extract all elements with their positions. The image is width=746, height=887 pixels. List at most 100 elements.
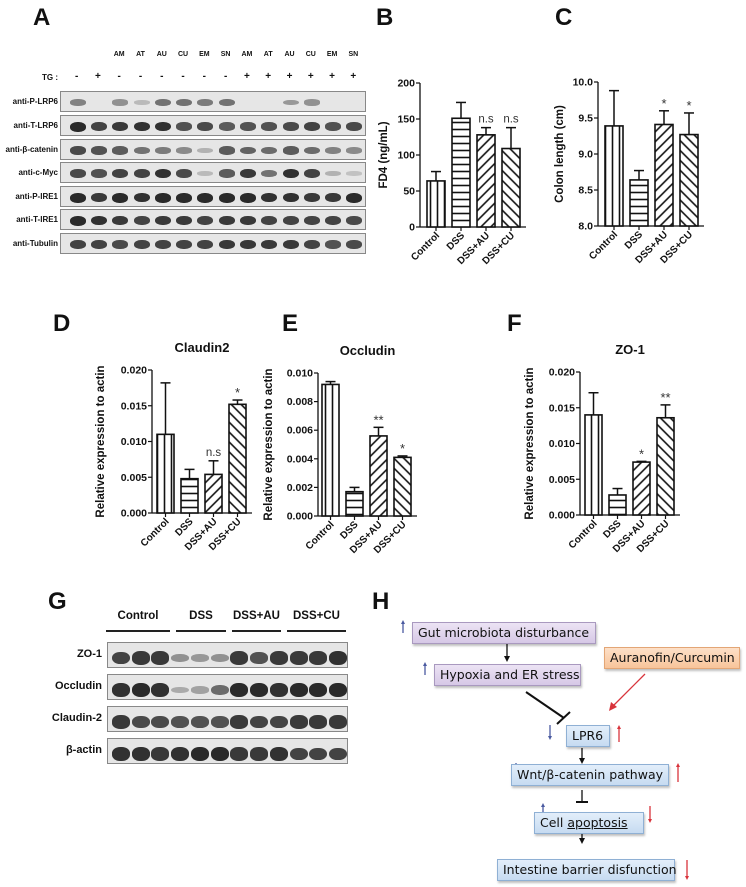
tg-sign: + bbox=[95, 71, 101, 82]
group-label: DSS+CU bbox=[293, 610, 340, 622]
blot-band bbox=[176, 122, 193, 131]
y-tick-label: 0.004 bbox=[287, 453, 313, 465]
y-tick-label: 0 bbox=[409, 222, 415, 234]
significance-label: n.s bbox=[503, 114, 519, 126]
y-tick-label: 0.006 bbox=[287, 425, 313, 437]
panel-label-c: C bbox=[555, 4, 573, 31]
blot-band bbox=[329, 651, 348, 665]
blot-band bbox=[303, 99, 320, 106]
blot-band bbox=[250, 652, 269, 664]
blot-band bbox=[111, 683, 130, 697]
x-tick-label: DSS bbox=[445, 230, 468, 253]
tg-sign: - bbox=[223, 71, 228, 82]
blot-row-label: anti-P-IRE1 bbox=[15, 192, 58, 201]
blot-band bbox=[69, 146, 86, 155]
y-axis-label: FD4 (ng/mL) bbox=[378, 121, 390, 188]
lane-header: CU bbox=[305, 51, 316, 58]
blot-band bbox=[289, 715, 308, 729]
panel-label-d: D bbox=[53, 310, 71, 337]
lane-header: AM bbox=[241, 51, 253, 58]
blot-band bbox=[176, 147, 193, 154]
node-gut-text: Gut microbiota disturbance bbox=[418, 625, 590, 640]
blot-band bbox=[303, 121, 320, 132]
blot-strip bbox=[60, 162, 366, 183]
blot-band bbox=[90, 121, 107, 132]
blot-band bbox=[346, 147, 363, 154]
panel-label-e: E bbox=[282, 310, 299, 337]
node-cell-apoptosis: Cell apoptosis bbox=[534, 812, 644, 834]
blot-band bbox=[289, 747, 308, 761]
x-tick-label: Control bbox=[304, 519, 337, 552]
blot-band bbox=[210, 684, 229, 696]
blot-band bbox=[176, 98, 193, 107]
blot-strip bbox=[107, 738, 348, 764]
blot-band bbox=[269, 651, 288, 665]
node-wnt-pathway: Wnt/β-catenin pathway bbox=[511, 764, 669, 786]
blot-band bbox=[190, 716, 209, 728]
blot-band bbox=[325, 240, 342, 249]
blot-band bbox=[171, 686, 190, 694]
blot-band bbox=[325, 192, 342, 203]
chart-title: Occludin bbox=[340, 343, 396, 358]
blot-band bbox=[230, 747, 249, 761]
blot-band bbox=[329, 747, 348, 761]
blot-band bbox=[230, 715, 249, 729]
blot-band bbox=[261, 192, 278, 203]
bar bbox=[604, 125, 624, 227]
blot-band bbox=[90, 215, 107, 226]
node-auranofin-curcumin: Auranofin/Curcumin bbox=[604, 647, 740, 669]
blot-row-label: anti-Tubulin bbox=[12, 239, 58, 248]
blot-band bbox=[250, 747, 269, 761]
blot-band bbox=[112, 215, 129, 226]
blot-band bbox=[151, 683, 170, 697]
blot-band bbox=[90, 192, 107, 203]
blot-band bbox=[154, 239, 171, 250]
blot-band bbox=[261, 239, 278, 250]
blot-band bbox=[218, 98, 235, 107]
x-tick-label: Control bbox=[567, 518, 600, 551]
y-axis-label: Colon length (cm) bbox=[554, 105, 566, 203]
blot-band bbox=[329, 715, 348, 729]
blot-band bbox=[309, 715, 328, 729]
y-tick-label: 0.015 bbox=[121, 400, 147, 412]
blot-band bbox=[210, 716, 229, 728]
bar bbox=[345, 490, 364, 517]
y-tick-label: 0.005 bbox=[549, 474, 575, 486]
blot-band bbox=[197, 148, 214, 153]
bar bbox=[584, 414, 603, 516]
blot-band bbox=[69, 99, 86, 106]
significance-label: ** bbox=[373, 412, 383, 427]
blot-band bbox=[133, 215, 150, 226]
blot-band bbox=[154, 168, 171, 179]
blot-band bbox=[282, 122, 299, 131]
blot-band bbox=[261, 122, 278, 131]
y-tick-label: 10.0 bbox=[573, 77, 594, 89]
y-tick-label: 0.010 bbox=[549, 438, 575, 450]
bar bbox=[656, 416, 675, 516]
blot-band bbox=[309, 683, 328, 697]
node-gut-microbiota: Gut microbiota disturbance bbox=[412, 622, 596, 644]
tg-sign: + bbox=[286, 71, 293, 82]
blot-band bbox=[90, 169, 107, 178]
lane-header: AT bbox=[136, 51, 145, 58]
blot-band bbox=[346, 171, 363, 176]
lane-header: CU bbox=[178, 51, 189, 58]
node-barrier-text: Intestine barrier disfunction bbox=[503, 862, 677, 877]
blot-band bbox=[269, 683, 288, 697]
blot-band bbox=[309, 651, 328, 665]
x-tick-label: Control bbox=[587, 229, 620, 262]
node-intestine-barrier: Intestine barrier disfunction bbox=[497, 859, 677, 881]
lane-header: AM bbox=[113, 51, 125, 58]
tg-sign: - bbox=[202, 71, 207, 82]
blot-band bbox=[218, 239, 235, 250]
blot-row-label: ZO-1 bbox=[76, 648, 102, 660]
blot-band bbox=[69, 215, 86, 226]
bar bbox=[632, 461, 651, 516]
blot-strip bbox=[107, 674, 348, 700]
node-cell-text: Cell bbox=[540, 815, 568, 830]
blot-band bbox=[133, 121, 150, 132]
blot-band bbox=[210, 747, 229, 761]
bar bbox=[204, 473, 223, 514]
tg-sign: - bbox=[117, 71, 121, 82]
